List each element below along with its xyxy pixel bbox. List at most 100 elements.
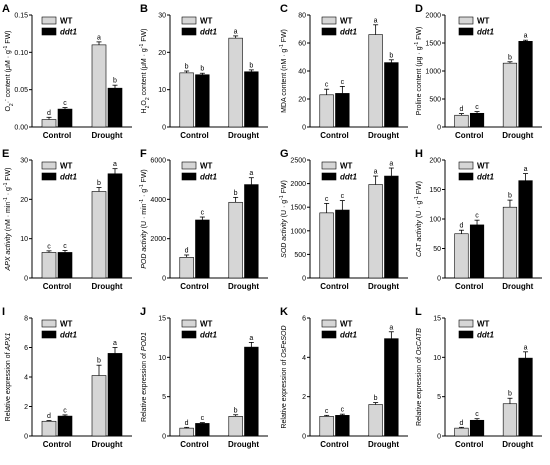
significance-letter: c bbox=[63, 407, 67, 414]
significance-letter: c bbox=[63, 243, 67, 250]
y-tick-label: 10 bbox=[158, 87, 166, 94]
significance-letter: a bbox=[524, 33, 528, 40]
bar-ddt1 bbox=[384, 338, 399, 437]
significance-letter: c bbox=[475, 213, 479, 220]
bar-wt bbox=[91, 191, 107, 279]
significance-letter: b bbox=[508, 391, 512, 398]
y-tick-label: 2500 bbox=[290, 158, 306, 165]
significance-letter: a bbox=[249, 170, 253, 177]
y-tick-label: 50 bbox=[433, 246, 441, 253]
y-tick-label: 6 bbox=[302, 316, 306, 323]
bar-wt bbox=[228, 201, 243, 279]
x-category-label: Control bbox=[455, 131, 483, 140]
legend-label-ddt1: ddt1 bbox=[60, 173, 77, 182]
significance-letter: d bbox=[185, 420, 189, 427]
x-category-label: Drought bbox=[91, 282, 122, 291]
significance-letter: b bbox=[234, 190, 238, 197]
bar-wt bbox=[179, 72, 194, 128]
x-category-label: Drought bbox=[228, 282, 259, 291]
significance-letter: b bbox=[508, 193, 512, 200]
legend-swatch-ddt1 bbox=[41, 27, 57, 36]
bar-ddt1 bbox=[384, 175, 399, 279]
bar-ddt1 bbox=[384, 62, 399, 128]
y-tick-label: 10 bbox=[158, 355, 166, 362]
y-tick-label: 150 bbox=[429, 187, 441, 194]
panel-label: K bbox=[280, 306, 288, 318]
panel-k: K 0 2 4 6 Relative expression of OsFeSOD c c Con… bbox=[280, 306, 408, 449]
significance-letter: d bbox=[47, 110, 51, 117]
significance-letter: d bbox=[460, 223, 464, 230]
x-category-label: Control bbox=[180, 131, 208, 140]
legend-label-ddt1: ddt1 bbox=[340, 173, 357, 182]
significance-letter: b bbox=[374, 395, 378, 402]
significance-letter: b bbox=[234, 407, 238, 414]
significance-letter: b bbox=[185, 64, 189, 71]
y-axis-label: Relative expression of OsCATB bbox=[416, 328, 423, 426]
significance-letter: d bbox=[47, 413, 51, 420]
y-tick-label: 0 bbox=[162, 276, 166, 283]
significance-letter: c bbox=[325, 196, 329, 203]
y-axis-label: Relative expression of POD1 bbox=[141, 332, 148, 422]
bar-wt bbox=[179, 257, 194, 279]
panel-g: G 0 500 1000 1500 2000 2500 SOD activity (U · g… bbox=[279, 148, 408, 291]
legend-swatch-ddt1 bbox=[458, 330, 474, 339]
bar-wt bbox=[454, 427, 469, 437]
y-tick-label: 0 bbox=[24, 434, 28, 441]
x-category-label: Control bbox=[43, 282, 71, 291]
significance-letter: a bbox=[524, 344, 528, 351]
y-tick-label: 1000 bbox=[290, 228, 306, 235]
bar-ddt1 bbox=[335, 93, 350, 128]
panel-label: H bbox=[415, 148, 423, 160]
bar-wt bbox=[41, 119, 57, 128]
y-tick-label: 4 bbox=[24, 375, 28, 382]
legend-label-ddt1: ddt1 bbox=[477, 331, 494, 340]
y-axis-label: Proline content (μg · g-1 FW) bbox=[414, 27, 423, 116]
legend-swatch-ddt1 bbox=[181, 27, 197, 36]
panel-i: I 0 2 4 6 8 Relative expression of APX1 d c Contr… bbox=[2, 306, 132, 449]
legend-swatch-wt bbox=[41, 16, 57, 25]
legend-swatch-ddt1 bbox=[458, 27, 474, 36]
y-tick-label: 15 bbox=[433, 316, 441, 323]
significance-letter: c bbox=[325, 408, 329, 415]
y-tick-label: 0 bbox=[162, 434, 166, 441]
legend-label-ddt1: ddt1 bbox=[200, 331, 217, 340]
significance-letter: d bbox=[460, 420, 464, 427]
y-axis-label: SOD activity (U · g-1 FW) bbox=[279, 180, 288, 258]
significance-letter: a bbox=[113, 161, 117, 168]
y-axis-label: APX activity (nM · min-1 · g-1 FW) bbox=[3, 167, 12, 271]
x-category-label: Drought bbox=[228, 440, 259, 449]
legend-label-wt: WT bbox=[340, 162, 353, 171]
panel-e: E 0 10 20 30 APX activity (nM · min-1 · g-1 F… bbox=[2, 148, 132, 291]
y-tick-label: 0 bbox=[302, 434, 306, 441]
bar-wt bbox=[368, 184, 383, 279]
bar-ddt1 bbox=[469, 224, 485, 279]
x-category-label: Drought bbox=[91, 440, 122, 449]
bar-wt bbox=[319, 94, 334, 128]
legend-label-ddt1: ddt1 bbox=[477, 173, 494, 182]
legend-label-wt: WT bbox=[477, 162, 490, 171]
legend-swatch-ddt1 bbox=[321, 172, 337, 181]
panel-label: F bbox=[140, 148, 147, 160]
significance-letter: a bbox=[113, 340, 117, 347]
significance-letter: a bbox=[374, 17, 378, 24]
legend-swatch-ddt1 bbox=[321, 330, 337, 339]
panel-label: E bbox=[2, 148, 9, 160]
y-tick-label: 2000 bbox=[425, 13, 441, 20]
panel-c: C 0 20 40 60 80 MDA content (nM · g-1 FW) c c Con… bbox=[279, 3, 408, 140]
legend-swatch-wt bbox=[41, 161, 57, 170]
y-tick-label: 0 bbox=[302, 276, 306, 283]
significance-letter: a bbox=[524, 166, 528, 173]
bar-ddt1 bbox=[335, 415, 350, 437]
bar-ddt1 bbox=[195, 219, 210, 279]
significance-letter: c bbox=[475, 411, 479, 418]
legend-label-ddt1: ddt1 bbox=[477, 28, 494, 37]
bar-wt bbox=[319, 212, 334, 279]
panel-b: B 0 10 20 30 H2O2 content (μM · g-1 FW) b b Cont… bbox=[139, 3, 268, 140]
bar-ddt1 bbox=[244, 346, 259, 437]
y-tick-label: 60 bbox=[298, 41, 306, 48]
significance-letter: c bbox=[63, 100, 67, 107]
bar-ddt1 bbox=[518, 180, 533, 279]
y-tick-label: 5 bbox=[162, 394, 166, 401]
x-category-label: Control bbox=[43, 440, 71, 449]
y-tick-label: 1500 bbox=[290, 205, 306, 212]
